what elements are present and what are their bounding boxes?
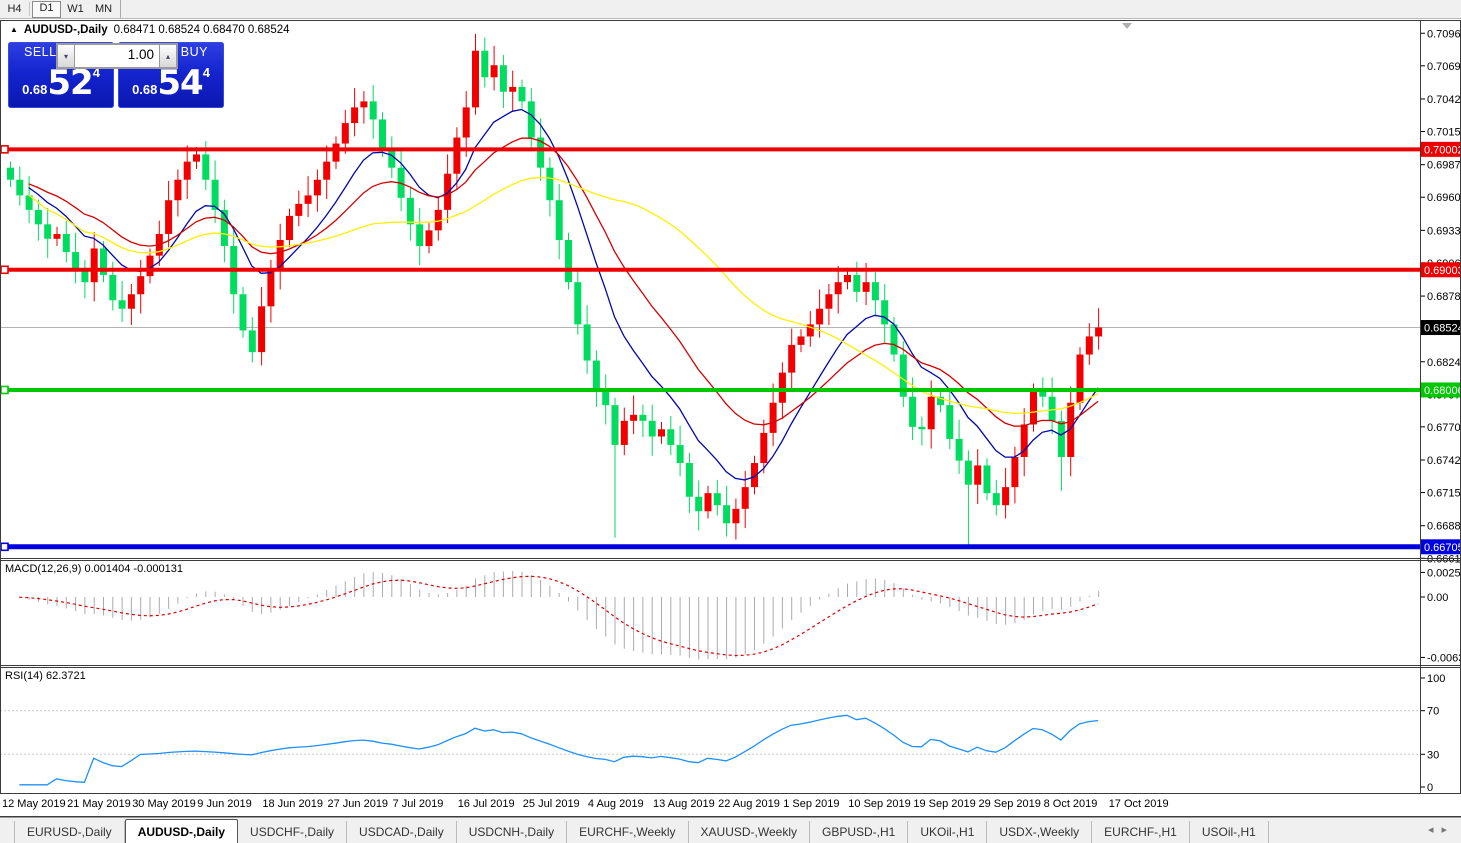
svg-text:30: 30 bbox=[1427, 749, 1439, 761]
timeframe-h4-button[interactable]: H4 bbox=[7, 2, 22, 15]
chart-tab-usdcnh-daily[interactable]: USDCNH-,Daily bbox=[457, 821, 568, 843]
svg-text:0: 0 bbox=[1427, 782, 1433, 794]
volume-up-button[interactable]: ▴ bbox=[159, 44, 177, 68]
date-label: 12 May 2019 bbox=[2, 798, 66, 810]
chart-tab-eurchf-h1[interactable]: EURCHF-,H1 bbox=[1092, 821, 1190, 843]
svg-text:0.67425: 0.67425 bbox=[1427, 455, 1461, 467]
svg-text:-0.006326: -0.006326 bbox=[1427, 652, 1461, 664]
chart-tab-gbpusd-h1[interactable]: GBPUSD-,H1 bbox=[810, 821, 909, 843]
svg-text:0.70965: 0.70965 bbox=[1427, 28, 1461, 40]
chart-tab-bar: EURUSD-,Daily AUDUSD-,Daily USDCHF-,Daily U… bbox=[0, 817, 1461, 843]
collapse-panel-icon[interactable]: ▲ bbox=[10, 24, 18, 34]
date-label: 16 Jul 2019 bbox=[457, 798, 515, 810]
toolbar-separator bbox=[120, 0, 121, 18]
rsi-indicator-label: RSI(14) 62.3721 bbox=[5, 670, 86, 682]
date-label: 13 Aug 2019 bbox=[653, 798, 715, 810]
date-label: 1 Sep 2019 bbox=[783, 798, 840, 810]
svg-text:0.66705: 0.66705 bbox=[1424, 542, 1461, 554]
svg-text:0.70695: 0.70695 bbox=[1427, 61, 1461, 73]
time-axis[interactable]: 12 May 2019 21 May 2019 30 May 2019 9 Jun 2… bbox=[0, 798, 1420, 816]
macd-indicator-label: MACD(12,26,9) 0.001404 -0.000131 bbox=[5, 563, 183, 575]
chevron-up-icon: ▴ bbox=[165, 51, 170, 61]
timeframe-mn-button[interactable]: MN bbox=[94, 2, 113, 15]
tab-scroll-arrows: ◂▸ bbox=[1428, 823, 1455, 836]
chart-tab-eurusd-daily[interactable]: EURUSD-,Daily bbox=[14, 821, 125, 843]
svg-text:0.69003: 0.69003 bbox=[1424, 265, 1461, 277]
chart-title: ▲ AUDUSD-,Daily 0.68471 0.68524 0.68470 … bbox=[10, 24, 290, 36]
svg-text:0.69875: 0.69875 bbox=[1427, 160, 1461, 172]
timeframe-toolbar: H4 D1 W1 MN bbox=[0, 0, 1461, 19]
volume-down-button[interactable]: ▾ bbox=[57, 44, 75, 68]
date-label: 17 Oct 2019 bbox=[1108, 798, 1169, 810]
svg-text:0.67155: 0.67155 bbox=[1427, 488, 1461, 500]
chart-tab-usdx-weekly[interactable]: USDX-,Weekly bbox=[987, 821, 1093, 843]
one-click-trading-panel: SELL 0.68524 BUY 0.68544 ▾ 1.00 ▴ bbox=[8, 42, 224, 108]
sell-button[interactable]: SELL bbox=[24, 45, 57, 59]
chart-tab-usdchf-daily[interactable]: USDCHF-,Daily bbox=[238, 821, 348, 843]
chart-tab-usdcad-daily[interactable]: USDCAD-,Daily bbox=[347, 821, 457, 843]
volume-spinner: ▾ 1.00 ▴ bbox=[56, 43, 178, 69]
tab-scroll-left-icon[interactable]: ◂ bbox=[1427, 824, 1442, 836]
date-label: 8 Oct 2019 bbox=[1043, 798, 1098, 810]
date-label: 4 Aug 2019 bbox=[587, 798, 644, 810]
date-label: 27 Jun 2019 bbox=[327, 798, 389, 810]
toolbar-separator bbox=[29, 2, 30, 16]
timeframe-w1-button[interactable]: W1 bbox=[67, 2, 84, 15]
svg-text:0.69605: 0.69605 bbox=[1427, 192, 1461, 204]
date-label: 25 Jul 2019 bbox=[522, 798, 580, 810]
date-label: 18 Jun 2019 bbox=[262, 798, 323, 810]
tab-scroll-right-icon[interactable]: ▸ bbox=[1441, 824, 1455, 836]
symbol-period-label: AUDUSD-,Daily bbox=[23, 24, 108, 36]
date-label: 10 Sep 2019 bbox=[848, 798, 911, 810]
date-label: 22 Aug 2019 bbox=[718, 798, 780, 810]
svg-text:0.68006: 0.68006 bbox=[1424, 385, 1461, 397]
chart-tab-eurchf-weekly[interactable]: EURCHF-,Weekly bbox=[567, 821, 689, 843]
sell-price: 0.68524 bbox=[22, 63, 100, 103]
date-label: 9 Jun 2019 bbox=[197, 798, 252, 810]
chart-tab-audusd-daily[interactable]: AUDUSD-,Daily bbox=[124, 819, 239, 843]
date-label: 21 May 2019 bbox=[67, 798, 131, 810]
svg-text:0.68524: 0.68524 bbox=[1424, 323, 1461, 335]
svg-text:0.002574: 0.002574 bbox=[1427, 567, 1461, 579]
chart-tab-xauusd-weekly[interactable]: XAUUSD-,Weekly bbox=[689, 821, 810, 843]
svg-text:100: 100 bbox=[1427, 673, 1445, 685]
buy-price: 0.68544 bbox=[132, 63, 210, 103]
chart-tabs: EURUSD-,Daily AUDUSD-,Daily USDCHF-,Daily U… bbox=[0, 818, 1269, 843]
volume-input[interactable]: 1.00 bbox=[75, 44, 159, 68]
buy-button[interactable]: BUY bbox=[180, 45, 208, 59]
chart-tab-ukoil-h1[interactable]: UKOil-,H1 bbox=[908, 821, 988, 843]
date-label: 19 Sep 2019 bbox=[913, 798, 976, 810]
chart-tab-usoil-h1[interactable]: USOil-,H1 bbox=[1190, 821, 1269, 843]
date-label: 29 Sep 2019 bbox=[978, 798, 1041, 810]
svg-text:70: 70 bbox=[1427, 706, 1439, 718]
svg-text:0.70002: 0.70002 bbox=[1424, 144, 1461, 156]
svg-text:0.68785: 0.68785 bbox=[1427, 291, 1461, 303]
ohlc-values: 0.68471 0.68524 0.68470 0.68524 bbox=[113, 24, 290, 36]
timeframe-d1-button[interactable]: D1 bbox=[32, 0, 61, 18]
date-label: 30 May 2019 bbox=[132, 798, 196, 810]
chevron-down-icon: ▾ bbox=[63, 51, 68, 61]
date-label: 7 Jul 2019 bbox=[392, 798, 444, 810]
svg-text:0.00: 0.00 bbox=[1427, 592, 1448, 604]
